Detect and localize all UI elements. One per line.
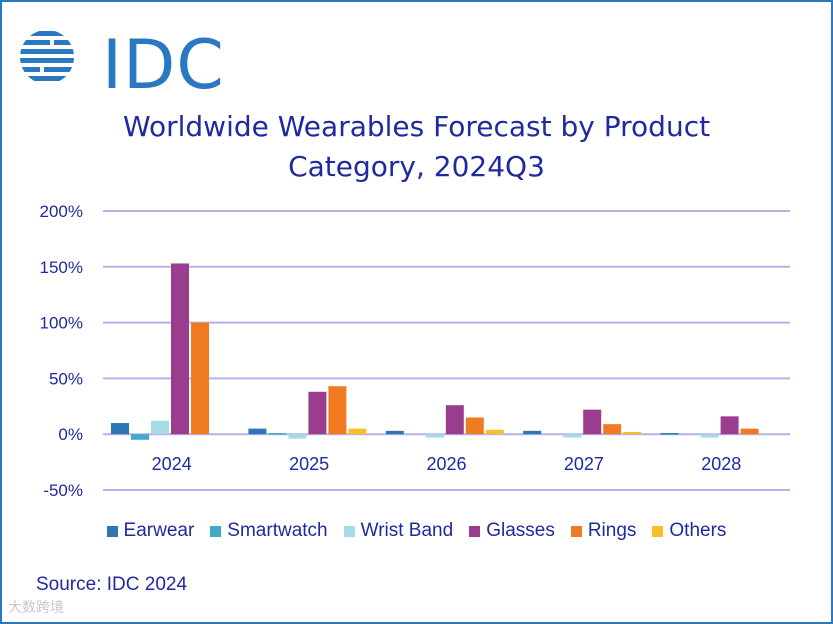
title-line-1: Worldwide Wearables Forecast by Product <box>122 110 711 143</box>
bar-earwear-2028 <box>660 433 679 435</box>
x-tick-label: 2026 <box>426 454 466 474</box>
x-tick-label: 2024 <box>152 454 192 474</box>
legend-swatch <box>343 525 355 537</box>
bar-rings-2025 <box>328 386 347 435</box>
bar-rings-2024 <box>191 322 209 435</box>
title-line-2: Category, 2024Q3 <box>288 150 545 183</box>
legend-swatch <box>469 525 481 537</box>
bar-rings-2028 <box>740 428 759 435</box>
bar-wrist-band-2024 <box>151 420 169 435</box>
bar-earwear-2026 <box>385 430 404 435</box>
legend-swatch <box>570 525 582 537</box>
legend-item: Wrist Band <box>343 520 454 542</box>
legend-label: Wrist Band <box>360 520 454 541</box>
x-tick-label: 2028 <box>701 454 741 474</box>
bar-glasses-2026 <box>445 405 464 435</box>
watermark: 大数跨境 <box>8 599 64 615</box>
legend-label: Others <box>669 520 727 541</box>
bar-others-2026 <box>485 429 504 435</box>
legend-swatch <box>210 525 222 537</box>
bar-others-2025 <box>348 428 367 435</box>
source-note: Source: IDC 2024 <box>36 574 188 595</box>
logo-text: IDC <box>102 26 225 105</box>
legend-label: Rings <box>587 520 637 541</box>
bar-glasses-2024 <box>171 263 189 435</box>
x-tick-label: 2025 <box>289 454 329 474</box>
bar-smartwatch-2025 <box>268 433 287 435</box>
legend-label: Earwear <box>123 520 195 541</box>
y-tick-label: 100% <box>40 314 83 333</box>
bar-earwear-2024 <box>111 423 129 435</box>
x-tick-label: 2027 <box>564 454 604 474</box>
bar-glasses-2025 <box>308 391 327 435</box>
legend-swatch <box>106 525 118 537</box>
legend-item: Earwear <box>106 520 195 542</box>
bar-earwear-2025 <box>248 428 267 435</box>
y-tick-label: 0% <box>58 425 83 444</box>
bar-earwear-2027 <box>523 430 542 435</box>
bar-rings-2027 <box>603 424 622 435</box>
y-tick-label: 200% <box>40 202 83 221</box>
legend-item: Others <box>652 520 726 542</box>
legend: Earwear Smartwatch Wrist Band Glasses Rings O… <box>0 520 833 542</box>
bar-wrist-band-2026 <box>425 434 444 438</box>
legend-item: Smartwatch <box>210 520 328 542</box>
bar-wrist-band-2028 <box>700 434 719 438</box>
legend-label: Smartwatch <box>227 520 328 541</box>
legend-item: Glasses <box>469 520 555 542</box>
bar-glasses-2027 <box>583 409 602 435</box>
legend-swatch <box>652 525 664 537</box>
bar-wrist-band-2025 <box>288 434 307 439</box>
legend-item: Rings <box>570 520 637 542</box>
chart-title: Worldwide Wearables Forecast by Product … <box>0 107 833 187</box>
bar-others-2027 <box>623 431 642 435</box>
legend-label: Glasses <box>486 520 555 541</box>
y-tick-label: 150% <box>40 258 83 277</box>
bar-smartwatch-2024 <box>131 434 149 440</box>
bar-rings-2026 <box>465 417 484 435</box>
bar-wrist-band-2027 <box>563 434 582 438</box>
y-tick-label: -50% <box>43 481 83 500</box>
globe-icon <box>20 31 74 81</box>
bar-glasses-2028 <box>720 416 739 435</box>
y-tick-label: 50% <box>49 369 83 388</box>
